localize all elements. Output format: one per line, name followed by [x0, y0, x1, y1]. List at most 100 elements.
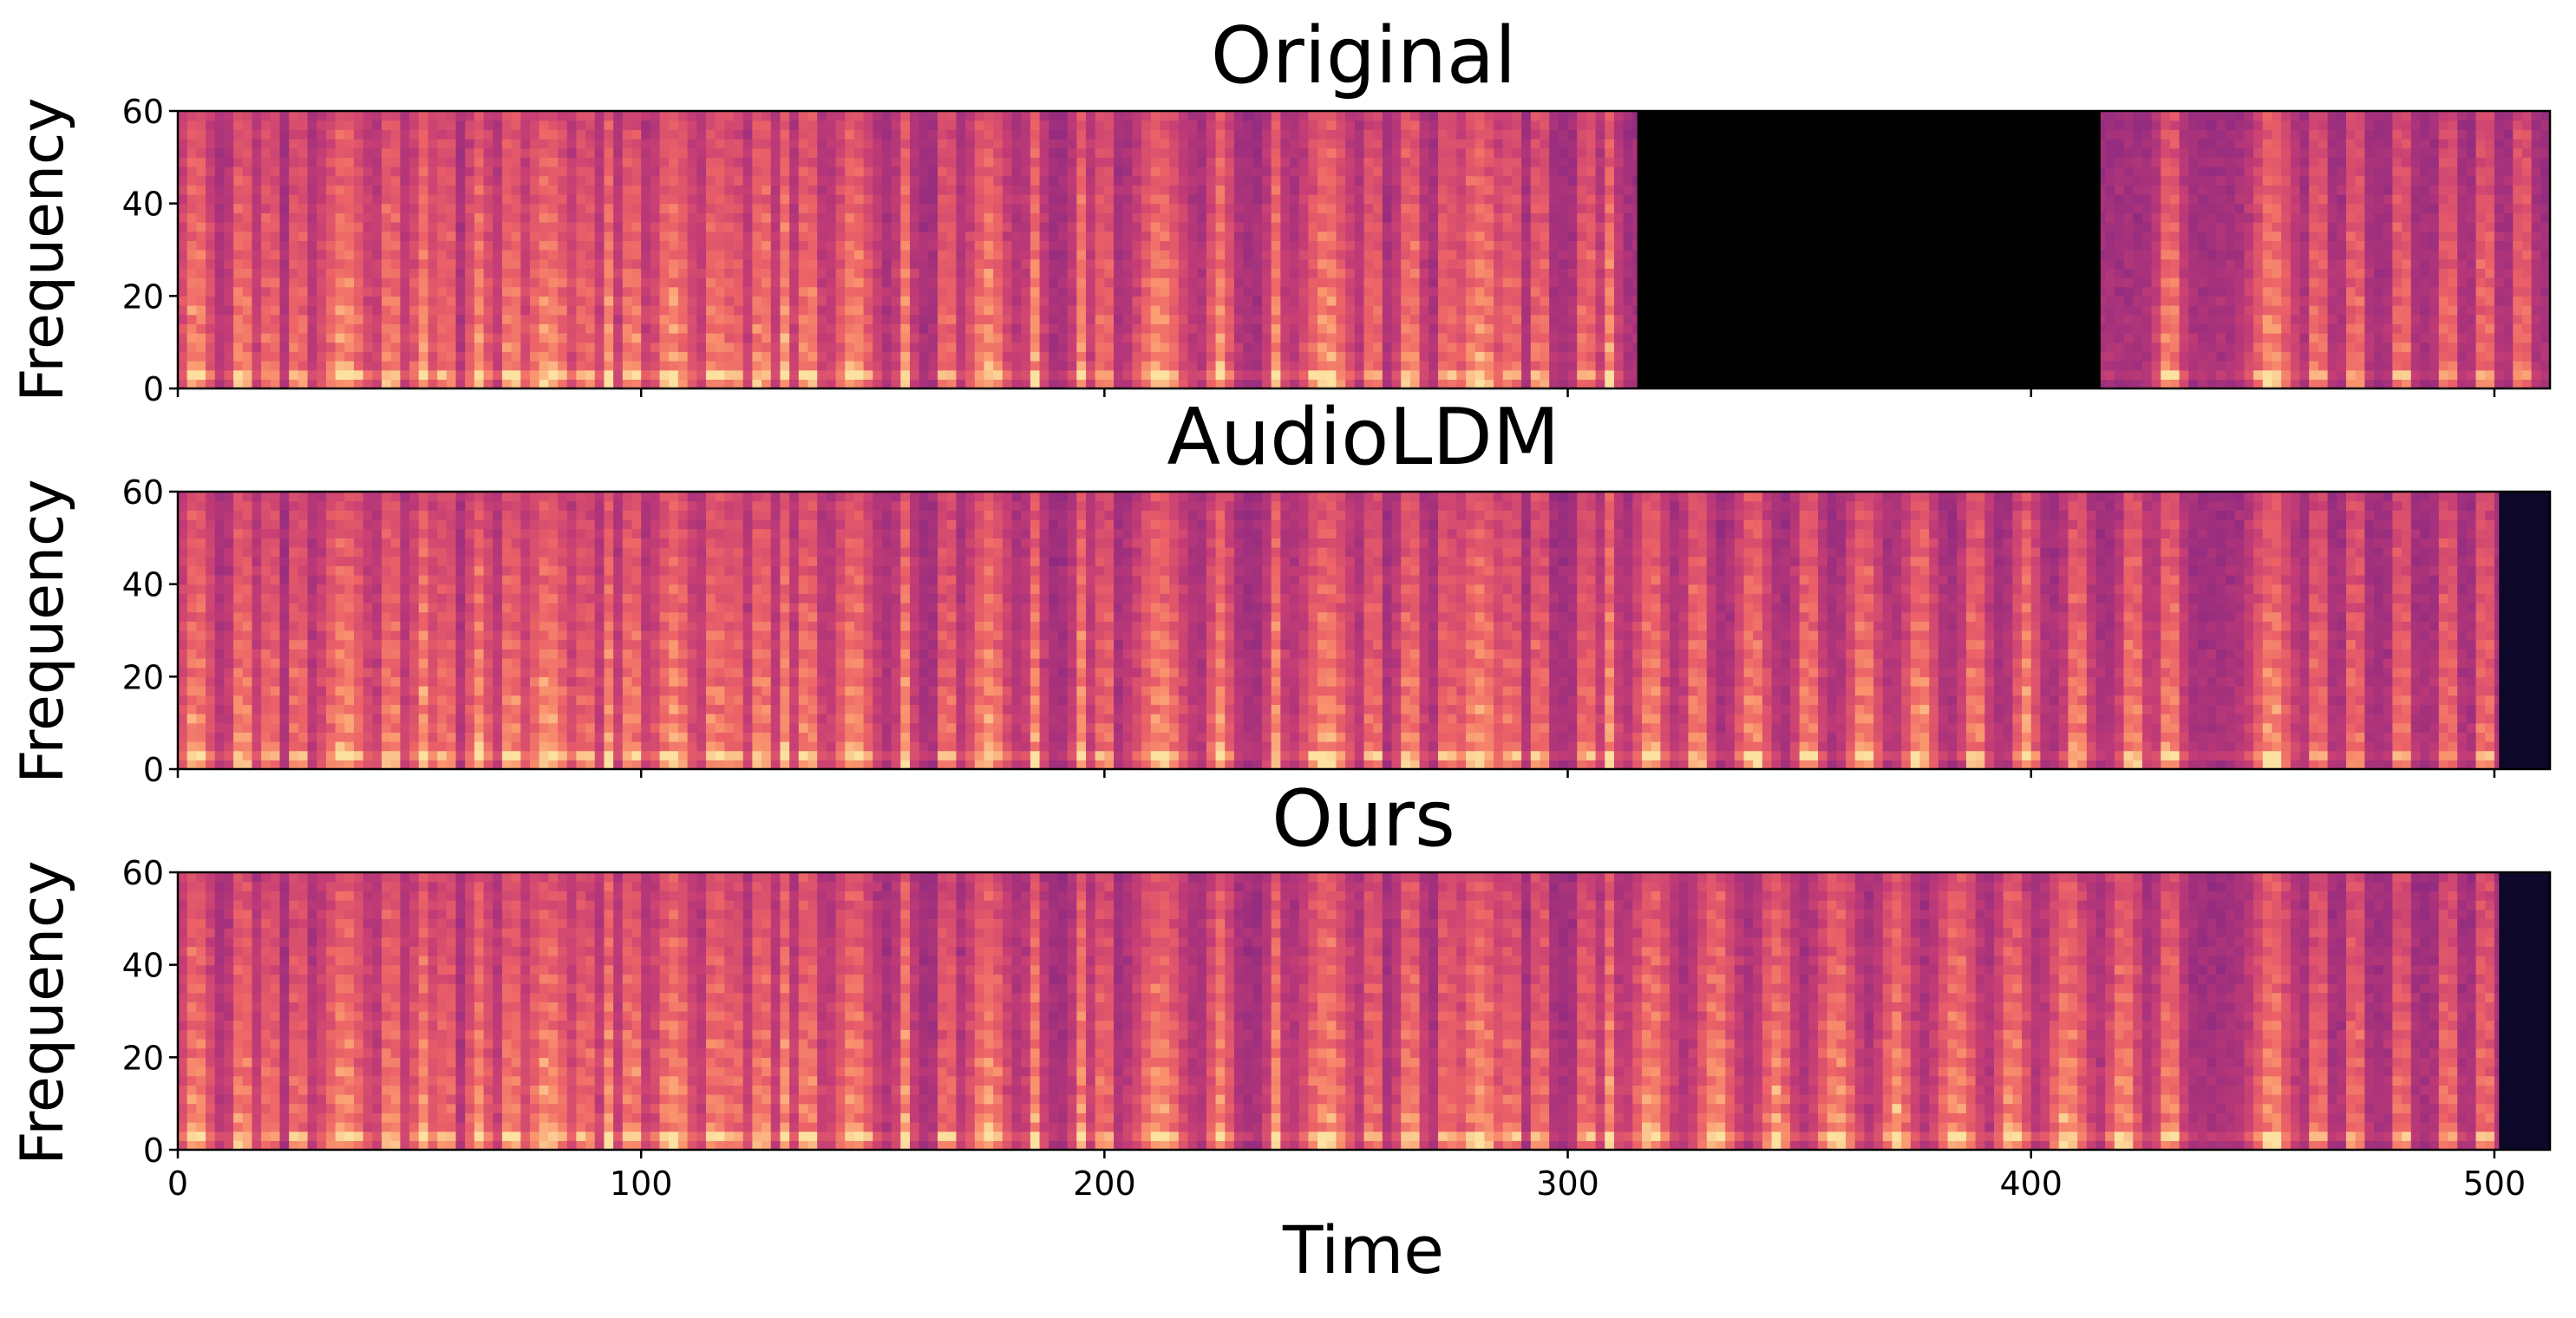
heatmap-cell — [1252, 351, 1263, 362]
heatmap-cell — [1354, 305, 1365, 316]
heatmap-cell — [1419, 250, 1429, 260]
heatmap-cell — [1150, 212, 1161, 223]
heatmap-cell — [1623, 258, 1633, 269]
heatmap-cell — [418, 222, 429, 232]
heatmap-cell — [1577, 129, 1587, 140]
heatmap-cell — [1317, 175, 1328, 186]
heatmap-cell — [1409, 147, 1421, 158]
heatmap-cell — [1030, 314, 1041, 324]
heatmap-cell — [1057, 277, 1069, 288]
heatmap-cell — [1150, 157, 1161, 167]
heatmap-cell — [1095, 323, 1105, 334]
heatmap-cell — [965, 369, 976, 380]
heatmap-cell — [641, 305, 651, 316]
heatmap-cell — [1206, 361, 1217, 371]
heatmap-cell — [1605, 361, 1615, 371]
heatmap-cell — [1447, 157, 1457, 167]
heatmap-cell — [1456, 305, 1467, 316]
heatmap-cell — [1391, 222, 1402, 232]
heatmap-cell — [1474, 333, 1485, 343]
heatmap-cell — [1114, 139, 1124, 149]
heatmap-cell — [1085, 286, 1096, 297]
heatmap-cell — [1252, 203, 1263, 213]
heatmap-cell — [1132, 250, 1142, 260]
heatmap-cell — [705, 286, 716, 297]
heatmap-cell — [594, 379, 605, 389]
heatmap-cell — [873, 240, 883, 251]
heatmap-cell — [335, 296, 345, 306]
heatmap-cell — [1558, 305, 1569, 316]
heatmap-cell — [1530, 351, 1541, 362]
heatmap-cell — [270, 222, 281, 232]
heatmap-cell — [511, 111, 521, 121]
heatmap-cell — [1122, 333, 1134, 343]
heatmap-cell — [984, 175, 994, 186]
heatmap-cell — [1095, 333, 1105, 343]
heatmap-cell — [1419, 157, 1429, 167]
heatmap-cell — [677, 361, 689, 371]
heatmap-cell — [1484, 120, 1494, 130]
heatmap-cell — [1419, 120, 1429, 130]
heatmap-cell — [1187, 268, 1198, 278]
heatmap-cell — [900, 231, 911, 241]
heatmap-cell — [325, 250, 337, 260]
heatmap-cell — [1613, 212, 1625, 223]
heatmap-cell — [1456, 351, 1467, 362]
heatmap-cell — [1308, 222, 1318, 232]
heatmap-cell — [1122, 351, 1134, 362]
heatmap-cell — [984, 111, 994, 121]
heatmap-cell — [1474, 351, 1485, 362]
heatmap-cell — [770, 305, 781, 316]
heatmap-cell — [965, 342, 976, 352]
heatmap-cell — [900, 333, 911, 343]
heatmap-cell — [1558, 194, 1569, 205]
heatmap-cell — [1409, 333, 1421, 343]
heatmap-cell — [1197, 157, 1207, 167]
heatmap-cell — [1605, 379, 1615, 389]
heatmap-cell — [1067, 139, 1077, 149]
heatmap-cell — [1549, 166, 1559, 177]
heatmap-cell — [455, 129, 466, 140]
heatmap-cell — [863, 342, 873, 352]
heatmap-cell — [465, 277, 475, 288]
heatmap-cell — [1290, 147, 1300, 158]
heatmap-cell — [715, 157, 725, 167]
heatmap-cell — [1419, 333, 1429, 343]
heatmap-cell — [891, 258, 901, 269]
heatmap-cell — [1447, 194, 1457, 205]
heatmap-cell — [696, 212, 707, 223]
heatmap-cell — [1530, 361, 1541, 371]
heatmap-cell — [1484, 222, 1494, 232]
heatmap-cell — [1447, 323, 1457, 334]
heatmap-cell — [1308, 194, 1318, 205]
heatmap-cell — [409, 120, 420, 130]
heatmap-cell — [270, 268, 281, 278]
heatmap-cell — [1160, 296, 1170, 306]
heatmap-cell — [428, 120, 438, 130]
heatmap-cell — [863, 185, 873, 195]
heatmap-cell — [1567, 342, 1578, 352]
heatmap-cell — [817, 333, 827, 343]
heatmap-cell — [1317, 351, 1328, 362]
heatmap-cell — [752, 175, 762, 186]
heatmap-cell — [1447, 166, 1457, 177]
heatmap-cell — [641, 120, 651, 130]
heatmap-cell — [501, 258, 513, 269]
heatmap-cell — [613, 157, 624, 167]
heatmap-cell — [1169, 203, 1180, 213]
heatmap-cell — [214, 147, 226, 158]
heatmap-cell — [1206, 166, 1217, 177]
heatmap-cell — [798, 129, 809, 140]
heatmap-cell — [734, 157, 744, 167]
heatmap-cell — [770, 250, 781, 260]
heatmap-cell — [1215, 240, 1226, 251]
heatmap-cell — [1225, 231, 1235, 241]
heatmap-cell — [677, 277, 689, 288]
heatmap-cell — [613, 111, 624, 121]
heatmap-cell — [382, 139, 392, 149]
heatmap-cell — [1122, 185, 1134, 195]
heatmap-cell — [826, 120, 837, 130]
heatmap-cell — [1243, 361, 1253, 371]
heatmap-cell — [196, 296, 206, 306]
heatmap-cell — [1206, 268, 1217, 278]
